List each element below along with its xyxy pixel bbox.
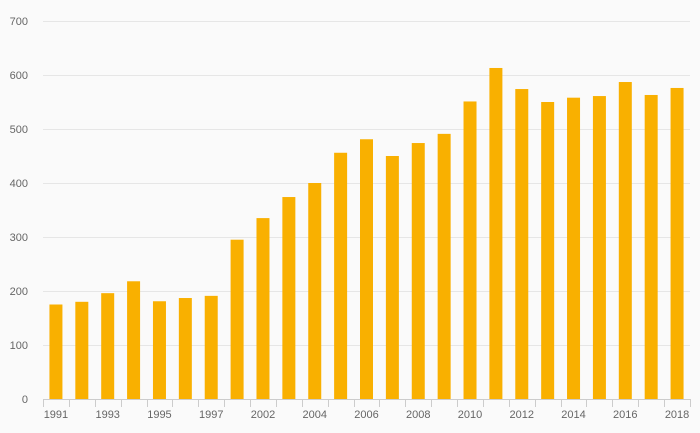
- x-tick-label-1997: 1997: [199, 409, 223, 421]
- y-tick-label-700: 700: [10, 16, 28, 28]
- x-tick-label-1995: 1995: [147, 409, 171, 421]
- bar-1991[interactable]: [49, 304, 63, 400]
- bar-2005[interactable]: [334, 152, 348, 399]
- x-tick-label-2012: 2012: [510, 409, 534, 421]
- bar-1994[interactable]: [127, 281, 141, 399]
- bar-2006[interactable]: [360, 139, 373, 399]
- bar-2008[interactable]: [411, 143, 425, 399]
- y-tick-label-100: 100: [10, 340, 28, 352]
- bar-2009[interactable]: [437, 133, 451, 400]
- bar-2017[interactable]: [644, 94, 658, 399]
- y-tick-label-500: 500: [10, 124, 28, 136]
- x-tick-label-1993: 1993: [95, 409, 119, 421]
- y-tick-label-400: 400: [10, 178, 28, 190]
- y-tick-label-0: 0: [22, 394, 28, 406]
- x-tick-label-2008: 2008: [406, 409, 430, 421]
- bar-2007[interactable]: [385, 156, 399, 399]
- bar-2014[interactable]: [567, 97, 581, 400]
- bar-2016[interactable]: [618, 82, 632, 400]
- y-tick-label-300: 300: [10, 232, 28, 244]
- bars: [49, 67, 684, 400]
- bar-2015[interactable]: [592, 96, 606, 399]
- bar-2013[interactable]: [541, 102, 555, 399]
- bar-1997[interactable]: [204, 295, 218, 399]
- x-tick-label-2016: 2016: [613, 409, 637, 421]
- bar-2010[interactable]: [463, 101, 477, 400]
- bar-2018[interactable]: [670, 87, 684, 400]
- x-tick-label-2014: 2014: [561, 409, 585, 421]
- y-axis-labels: 0 100 200 300 400 500 600 700: [10, 16, 28, 406]
- bar-2011[interactable]: [489, 67, 503, 399]
- bar-1992[interactable]: [75, 301, 89, 399]
- x-axis: [43, 399, 691, 407]
- bar-1996[interactable]: [178, 298, 192, 399]
- bar-2001[interactable]: [230, 239, 244, 399]
- x-tick-label-2002: 2002: [251, 409, 275, 421]
- x-tick-label-2010: 2010: [458, 409, 482, 421]
- bar-1995[interactable]: [152, 301, 166, 399]
- bar-2004[interactable]: [308, 183, 322, 399]
- x-tick-label-2004: 2004: [302, 409, 326, 421]
- bar-2002[interactable]: [256, 218, 270, 399]
- x-tick-label-2018: 2018: [665, 409, 689, 421]
- y-tick-label-200: 200: [10, 286, 28, 298]
- x-axis-labels: 1991 1993 1995 1997 2002 2004 2006 2008 2010 2012…: [44, 409, 690, 421]
- bar-2003[interactable]: [282, 197, 296, 399]
- bar-2012[interactable]: [515, 89, 529, 399]
- bar-1993[interactable]: [101, 293, 115, 399]
- x-tick-label-1991: 1991: [44, 409, 68, 421]
- x-tick-label-2006: 2006: [354, 409, 378, 421]
- y-tick-label-600: 600: [10, 70, 28, 82]
